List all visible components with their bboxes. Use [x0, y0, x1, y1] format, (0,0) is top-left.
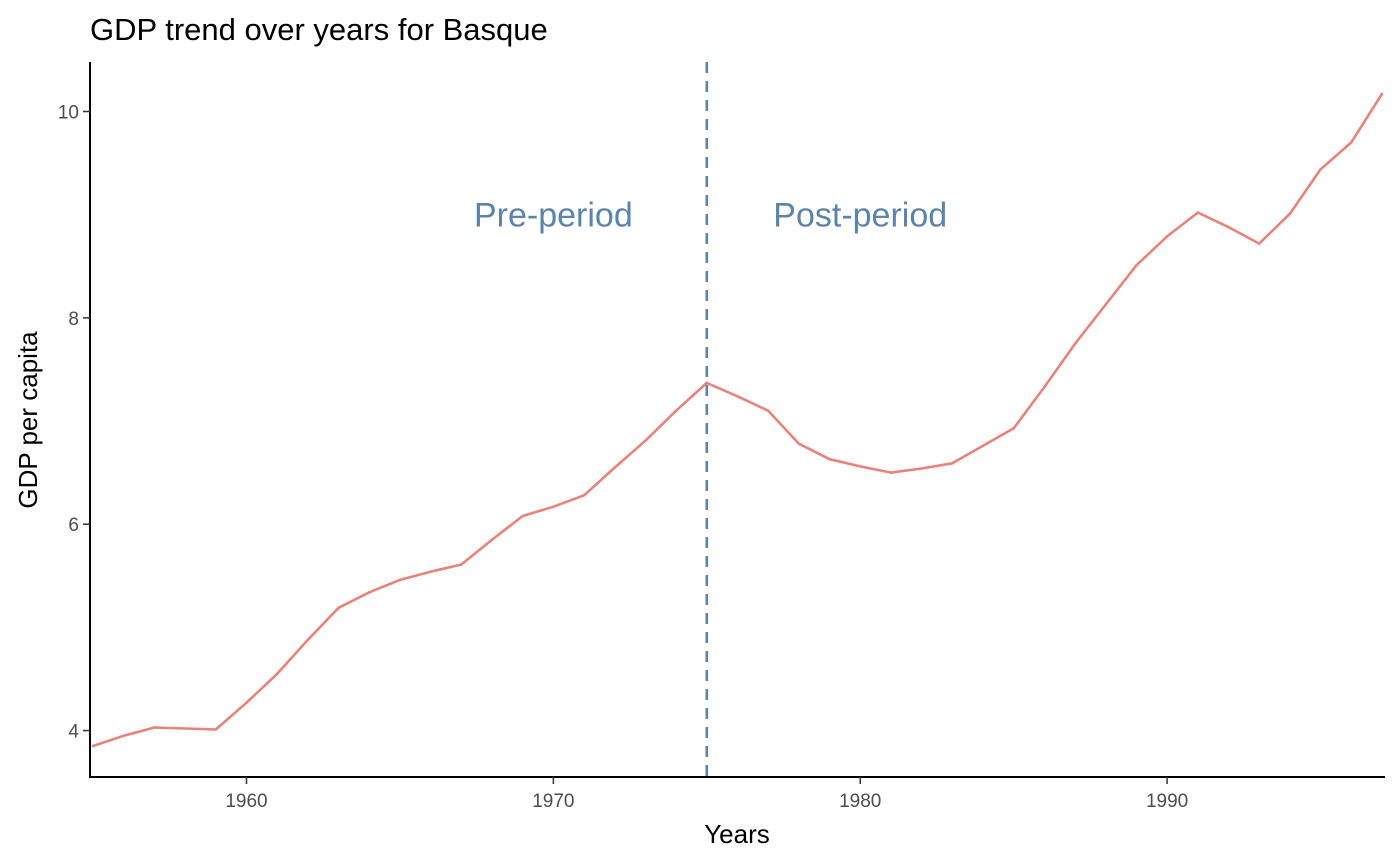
- period-annotation: Pre-period: [474, 197, 633, 235]
- x-tick-label: 1980: [839, 791, 881, 812]
- period-annotation: Post-period: [773, 197, 947, 235]
- gdp-data-point: [183, 727, 187, 730]
- gdp-data-point: [1073, 342, 1077, 346]
- gdp-data-point: [858, 465, 862, 468]
- gdp-data-point: [766, 409, 770, 413]
- gdp-data-point: [705, 381, 709, 385]
- gdp-data-point: [920, 467, 923, 470]
- gdp-data-point: [889, 471, 893, 474]
- gdp-data-point: [1349, 141, 1353, 144]
- gdp-data-point: [1012, 427, 1015, 430]
- gdp-data-point: [613, 466, 617, 469]
- gdp-data-point: [460, 563, 463, 566]
- y-tick-label: 6: [68, 515, 79, 536]
- y-axis-title: GDP per capita: [13, 331, 43, 509]
- gdp-data-point: [153, 726, 156, 729]
- gdp-data-point: [736, 395, 739, 398]
- gdp-data-point: [1043, 385, 1046, 389]
- gdp-data-point: [797, 442, 801, 446]
- x-tick-label: 1970: [532, 791, 574, 812]
- gdp-data-point: [552, 505, 555, 509]
- gdp-data-point: [275, 672, 279, 676]
- gdp-data-point: [306, 638, 310, 642]
- gdp-data-point: [1227, 225, 1230, 229]
- gdp-data-point: [398, 578, 402, 582]
- gdp-data-point: [245, 701, 248, 704]
- gdp-data-point: [490, 538, 494, 541]
- gdp-data-point: [1196, 211, 1200, 214]
- gdp-data-point: [429, 570, 432, 573]
- gdp-data-point: [214, 728, 218, 731]
- y-tick-label: 8: [68, 309, 79, 330]
- gdp-data-point: [582, 494, 586, 497]
- gdp-data-point: [521, 514, 524, 518]
- x-axis-title: Years: [704, 819, 770, 849]
- gdp-data-point: [981, 444, 985, 448]
- chart-title: GDP trend over years for Basque: [90, 12, 548, 47]
- gdp-data-point: [1135, 264, 1138, 267]
- plot-area: Pre-period Post-period: [91, 62, 1384, 777]
- gdp-data-point: [1104, 303, 1107, 306]
- x-axis-ticks: 1960 1970 1980 1990: [225, 777, 1188, 812]
- y-tick-label: 4: [68, 722, 79, 743]
- gdp-data-point: [828, 457, 831, 461]
- gdp-data-point: [644, 439, 647, 443]
- gdp-data-point: [368, 591, 371, 594]
- gdp-data-point: [91, 744, 95, 748]
- x-tick-label: 1990: [1146, 791, 1188, 812]
- gdp-data-point: [337, 606, 340, 610]
- gdp-data-point: [122, 734, 126, 737]
- gdp-data-point: [1257, 242, 1261, 245]
- gdp-data-point: [951, 462, 954, 465]
- y-axis-ticks: 4 6 8 10: [58, 103, 90, 743]
- y-tick-label: 10: [58, 103, 79, 124]
- gdp-data-point: [1165, 235, 1169, 238]
- gdp-data-point: [1380, 92, 1384, 96]
- gdp-data-point: [1288, 212, 1292, 215]
- gdp-data-point: [1319, 168, 1322, 171]
- gdp-data-point: [674, 409, 678, 413]
- x-tick-label: 1960: [225, 791, 267, 812]
